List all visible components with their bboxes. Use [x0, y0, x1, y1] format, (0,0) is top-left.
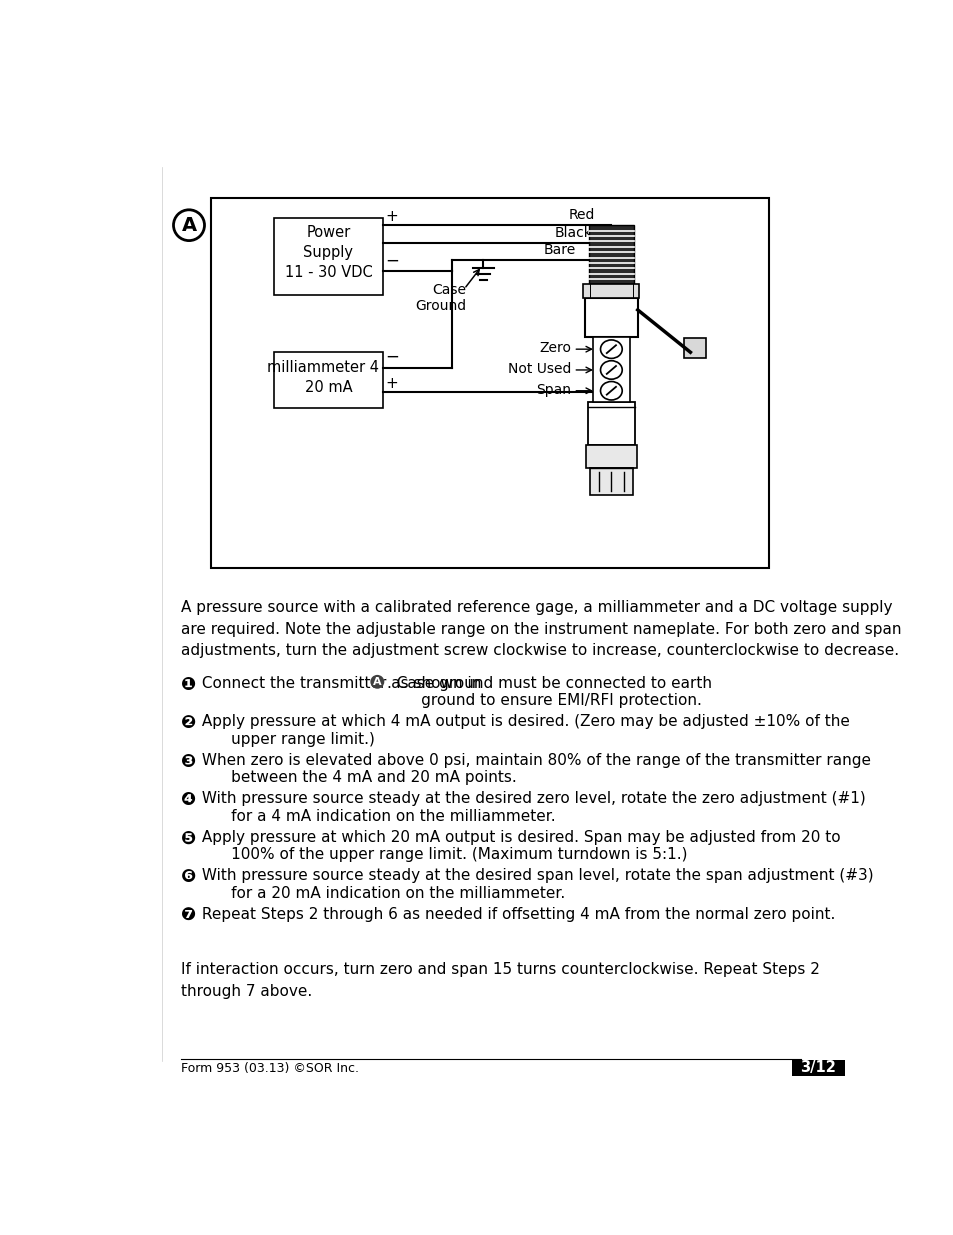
Text: Red: Red [568, 209, 595, 222]
Text: Not Used: Not Used [507, 362, 571, 377]
Bar [791, 1060, 843, 1076]
Bar [587, 403, 634, 445]
Bar [211, 199, 768, 568]
Text: Case
Ground: Case Ground [415, 283, 466, 314]
Bar [585, 445, 636, 468]
Text: If interaction occurs, turn zero and span 15 turns counterclockwise. Repeat Step: If interaction occurs, turn zero and spa… [181, 962, 820, 999]
Text: With pressure source steady at the desired span level, rotate the span adjustmen: With pressure source steady at the desir… [196, 868, 872, 900]
Bar [274, 352, 382, 408]
Ellipse shape [599, 340, 621, 358]
Text: ❻: ❻ [181, 868, 196, 887]
Ellipse shape [599, 361, 621, 379]
Bar [584, 299, 637, 337]
Text: When zero is elevated above 0 psi, maintain 80% of the range of the transmitter : When zero is elevated above 0 psi, maint… [196, 752, 870, 785]
Circle shape [370, 674, 384, 689]
Text: −: − [385, 348, 398, 366]
Text: A: A [373, 677, 381, 687]
Text: . Case ground must be connected to earth
       ground to ensure EMI/RFI protect: . Case ground must be connected to earth… [386, 676, 711, 708]
Text: ❼: ❼ [181, 906, 196, 925]
Text: ❸: ❸ [181, 752, 196, 771]
Text: −: − [385, 252, 398, 270]
Text: Apply pressure at which 20 mA output is desired. Span may be adjusted from 20 to: Apply pressure at which 20 mA output is … [196, 830, 840, 862]
Text: Connect the transmitter as shown in: Connect the transmitter as shown in [196, 676, 485, 690]
Bar [588, 225, 633, 284]
Text: A: A [181, 216, 196, 235]
Text: Form 953 (03.13) ©SOR Inc.: Form 953 (03.13) ©SOR Inc. [181, 1062, 359, 1076]
Circle shape [173, 210, 204, 241]
Text: ❺: ❺ [181, 830, 196, 847]
Text: A pressure source with a calibrated reference gage, a milliammeter and a DC volt: A pressure source with a calibrated refe… [181, 600, 901, 658]
Bar [590, 468, 632, 495]
Polygon shape [683, 338, 705, 358]
Ellipse shape [599, 382, 621, 400]
Text: With pressure source steady at the desired zero level, rotate the zero adjustmen: With pressure source steady at the desir… [196, 792, 864, 824]
Text: Apply pressure at which 4 mA output is desired. (Zero may be adjusted ±10% of th: Apply pressure at which 4 mA output is d… [196, 714, 849, 746]
Text: Black: Black [555, 226, 592, 240]
Text: Repeat Steps 2 through 6 as needed if offsetting 4 mA from the normal zero point: Repeat Steps 2 through 6 as needed if of… [196, 906, 834, 921]
Text: +: + [385, 375, 397, 390]
Text: ❹: ❹ [181, 792, 196, 809]
Text: Power
Supply
11 - 30 VDC: Power Supply 11 - 30 VDC [284, 225, 372, 280]
Text: milliammeter 4 -
20 mA: milliammeter 4 - 20 mA [267, 359, 389, 395]
Bar [597, 253, 624, 277]
Text: Zero: Zero [538, 341, 571, 356]
Bar [592, 337, 629, 403]
Bar [274, 217, 382, 294]
Text: Span: Span [536, 383, 571, 396]
Bar [583, 284, 639, 299]
Text: ❶: ❶ [181, 676, 196, 694]
Text: ❷: ❷ [181, 714, 196, 732]
Text: 3/12: 3/12 [800, 1060, 836, 1076]
Text: +: + [385, 209, 397, 224]
Text: Bare: Bare [543, 243, 576, 257]
